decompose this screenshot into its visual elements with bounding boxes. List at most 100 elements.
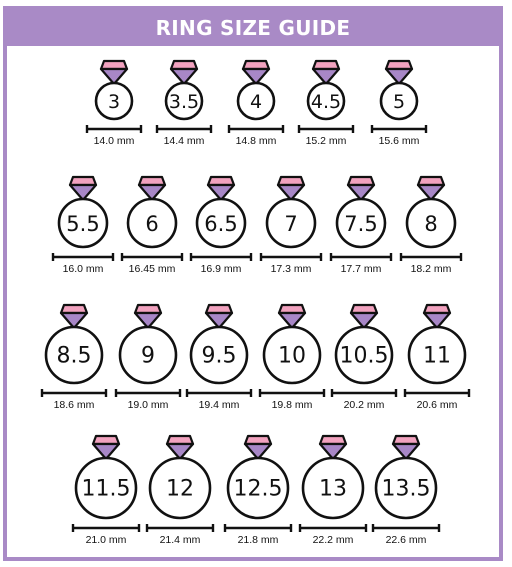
ring-size-label: 4 [250,91,262,113]
measure-bar [40,389,108,397]
ring-circle [195,197,247,249]
ring-size-7.5: 7.5 17.7 mm [329,175,393,275]
ring-size-4: 4 14.8 mm [227,59,285,147]
diameter-mm-label: 14.4 mm [164,135,205,147]
diameter-mm-label: 17.7 mm [341,263,382,275]
ring-circle [148,456,212,520]
ring-size-13.5: 13.5 22.6 mm [371,434,441,546]
ring-circle [306,81,346,121]
ring-circle [44,325,104,385]
measure-bar [85,125,143,133]
gem-icon [165,434,195,461]
diameter-mm-label: 20.6 mm [417,399,458,411]
gem-icon [391,434,421,461]
measure-bar [114,389,182,397]
ring-size-3.5: 3.5 14.4 mm [155,59,213,147]
gem-icon [99,59,129,86]
page-title: RING SIZE GUIDE [7,10,499,46]
gem-icon [243,434,273,461]
gem-icon [346,175,376,202]
measure-bar [258,389,326,397]
ring-size-label: 6.5 [204,212,237,236]
ring-size-11.5: 11.5 21.0 mm [71,434,141,546]
ring-circle [379,81,419,121]
gem-icon [416,175,446,202]
measure-bar [298,524,368,532]
ring-size-label: 4.5 [311,91,341,113]
ring-size-11: 11 20.6 mm [403,303,471,411]
ring-size-label: 10.5 [340,344,389,369]
ring-size-9: 9 19.0 mm [114,303,182,411]
measure-bar [51,253,115,261]
diameter-mm-label: 14.8 mm [236,135,277,147]
ring-size-label: 11 [423,344,451,369]
diameter-mm-label: 19.0 mm [128,399,169,411]
gem-icon [68,175,98,202]
ring-size-label: 13.5 [382,477,431,502]
measure-bar [297,125,355,133]
gem-icon [59,303,89,330]
measure-bar [399,253,463,261]
diameter-mm-label: 18.2 mm [411,263,452,275]
ring-size-10: 10 19.8 mm [258,303,326,411]
ring-size-label: 9 [141,344,155,369]
gem-icon [133,303,163,330]
measure-bar [371,524,441,532]
measure-bar [259,253,323,261]
ring-size-label: 6 [145,212,158,236]
ring-size-6: 6 16.45 mm [120,175,184,275]
gem-icon [422,303,452,330]
ring-size-label: 7.5 [344,212,377,236]
ring-size-label: 3 [108,91,120,113]
ring-size-6.5: 6.5 16.9 mm [189,175,253,275]
gem-icon [318,434,348,461]
gem-icon [311,59,341,86]
diameter-mm-label: 22.6 mm [386,534,427,546]
gem-icon [349,303,379,330]
ring-size-5.5: 5.5 16.0 mm [51,175,115,275]
ring-size-12.5: 12.5 21.8 mm [223,434,293,546]
diameter-mm-label: 16.9 mm [201,263,242,275]
ring-size-label: 3.5 [169,91,199,113]
ring-size-label: 12.5 [234,477,283,502]
ring-size-13: 13 22.2 mm [298,434,368,546]
ring-size-label: 13 [319,477,347,502]
ring-circle [374,456,438,520]
measure-bar [71,524,141,532]
gem-icon [277,303,307,330]
diameter-mm-label: 17.3 mm [271,263,312,275]
ring-circle [334,325,394,385]
ring-size-12: 12 21.4 mm [145,434,215,546]
measure-bar [120,253,184,261]
ring-size-label: 12 [166,477,194,502]
gem-icon [276,175,306,202]
ring-size-7: 7 17.3 mm [259,175,323,275]
diameter-mm-label: 15.2 mm [306,135,347,147]
measure-bar [227,125,285,133]
ring-circle [262,325,322,385]
ring-circle [126,197,178,249]
measure-bar [329,253,393,261]
measure-bar [155,125,213,133]
diameter-mm-label: 16.45 mm [129,263,176,275]
ring-size-label: 10 [278,344,306,369]
diameter-mm-label: 21.8 mm [238,534,279,546]
ring-size-label: 5.5 [66,212,99,236]
ring-circle [226,456,290,520]
ring-circle [189,325,249,385]
diameter-mm-label: 16.0 mm [63,263,104,275]
ring-circle [405,197,457,249]
ring-circle [74,456,138,520]
diameter-mm-label: 21.0 mm [86,534,127,546]
gem-icon [384,59,414,86]
ring-circle [57,197,109,249]
diameter-mm-label: 19.8 mm [272,399,313,411]
ring-size-8: 8 18.2 mm [399,175,463,275]
gem-icon [204,303,234,330]
ring-size-label: 11.5 [82,477,131,502]
measure-bar [330,389,398,397]
ring-size-label: 9.5 [202,344,237,369]
diameter-mm-label: 19.4 mm [199,399,240,411]
diameter-mm-label: 21.4 mm [160,534,201,546]
